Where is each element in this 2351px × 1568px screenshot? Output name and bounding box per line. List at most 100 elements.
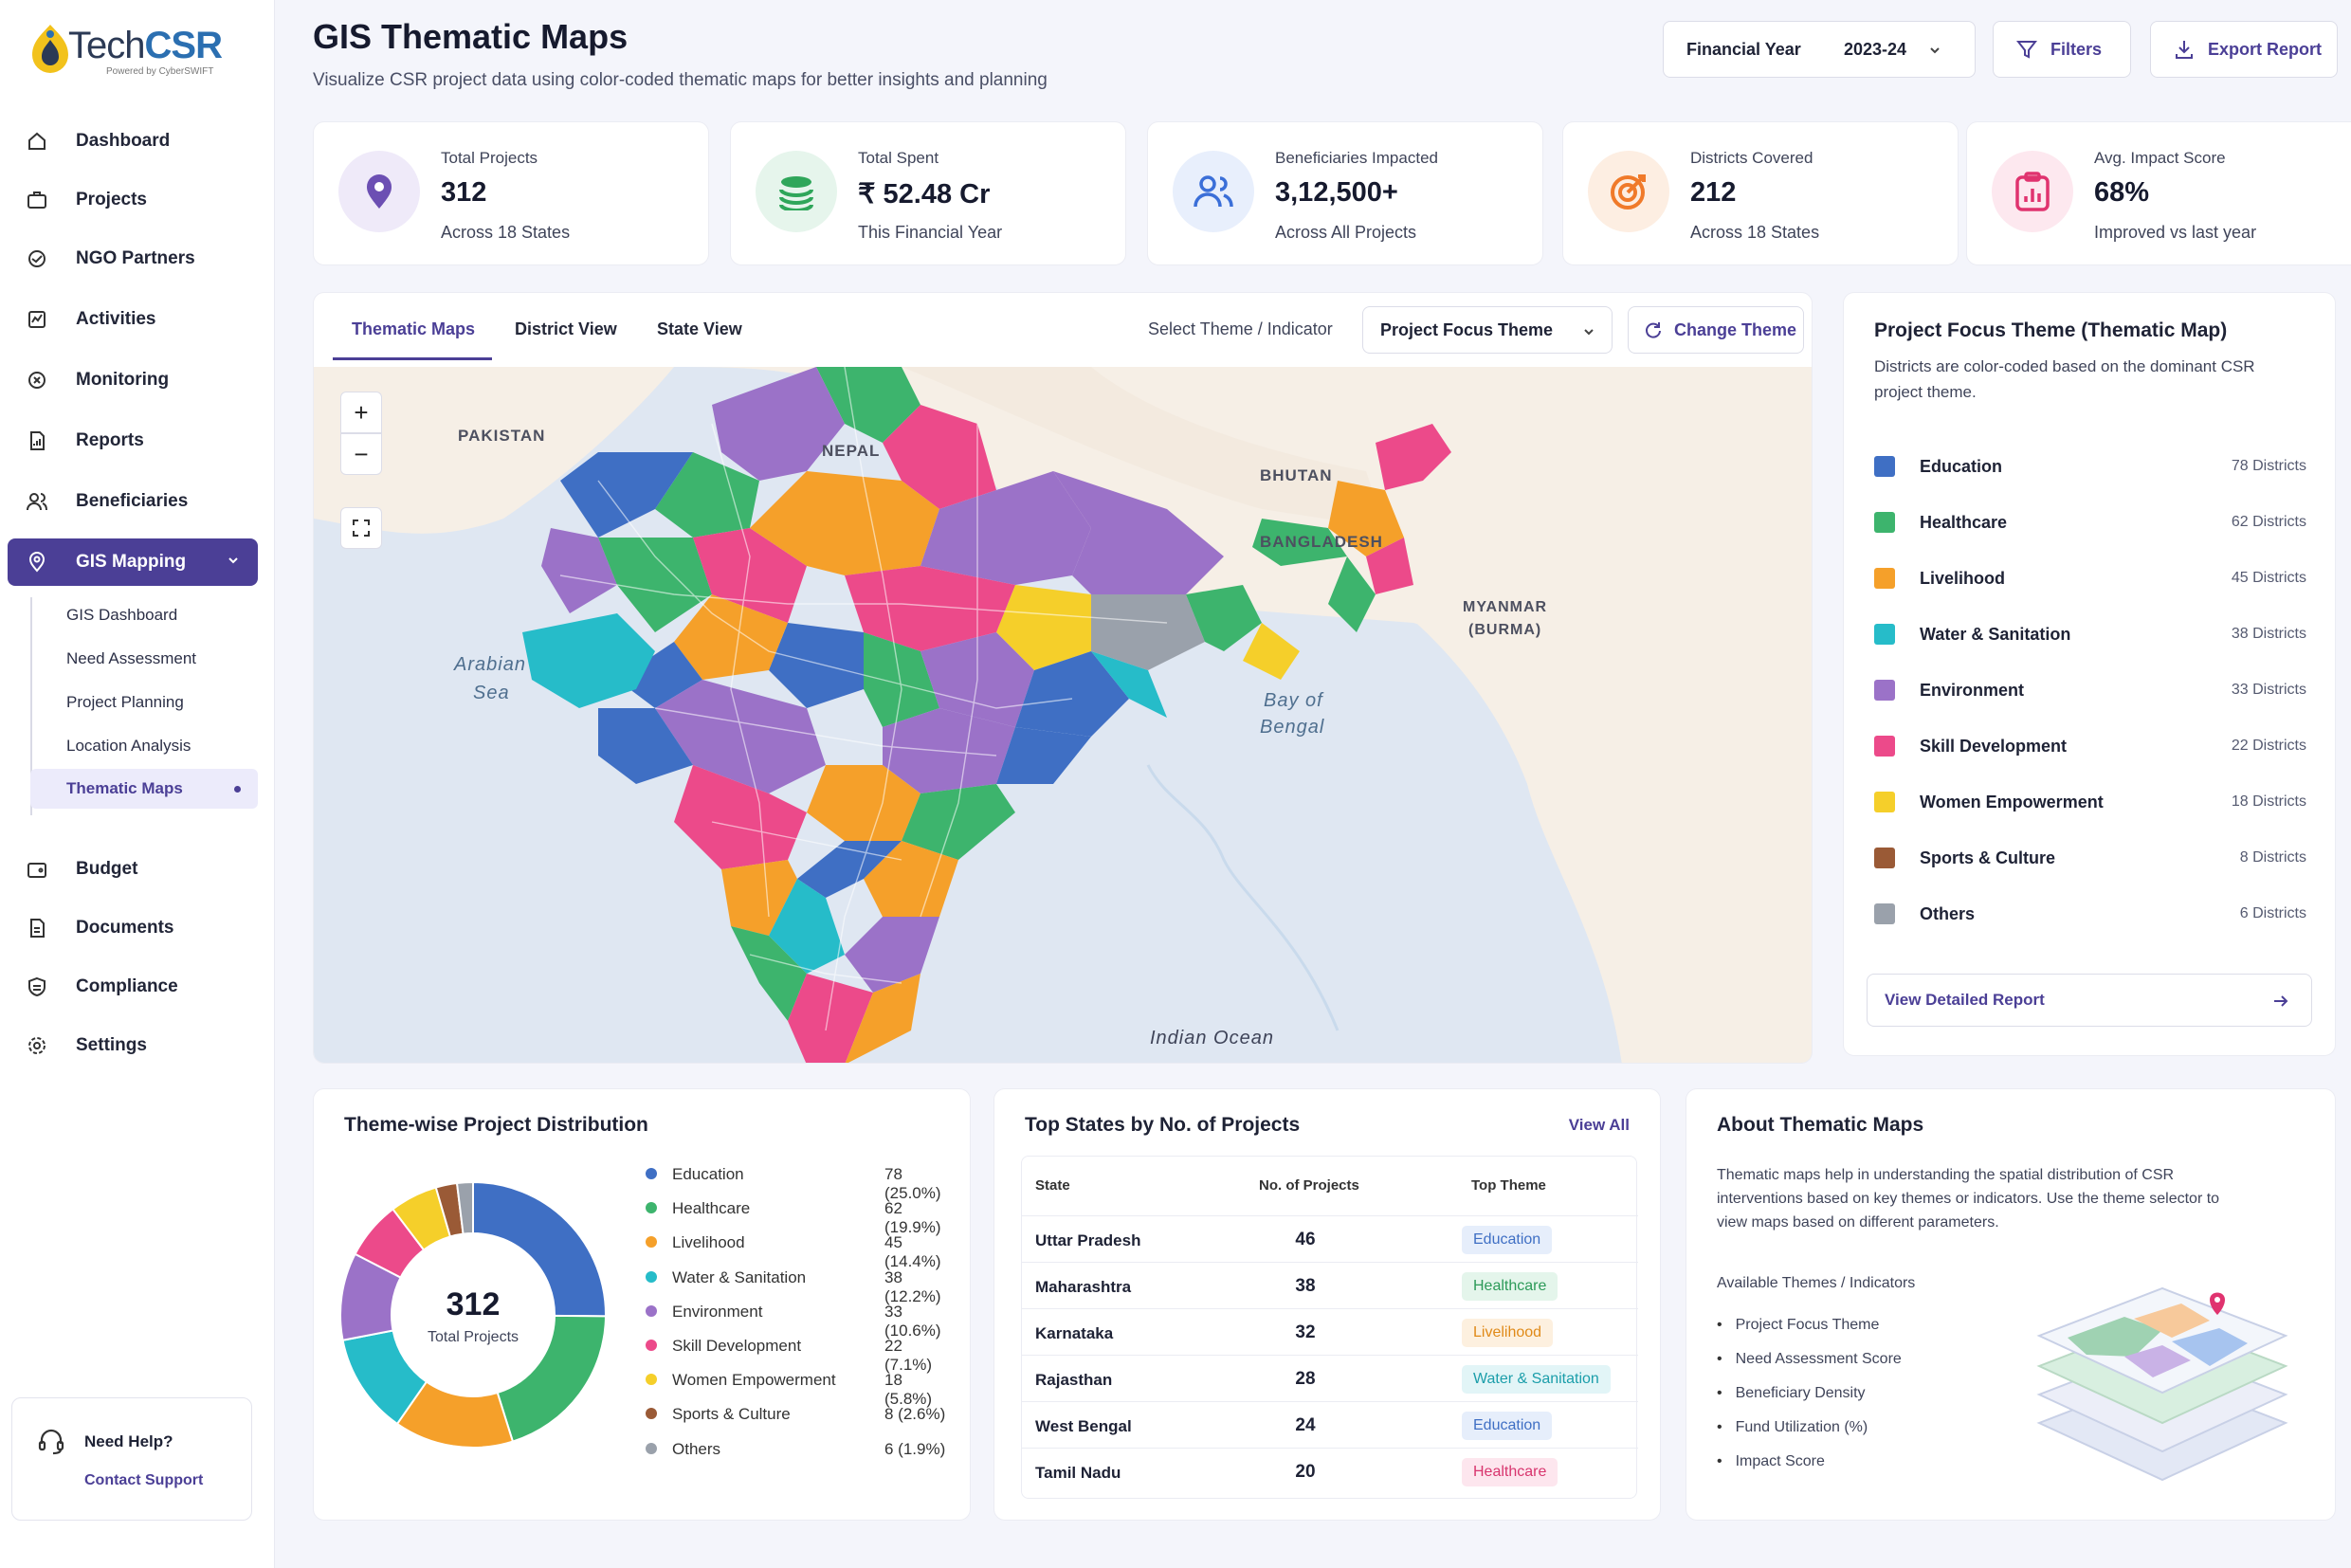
page-subtitle: Visualize CSR project data using color-c… — [313, 70, 1048, 90]
distribution-item-value: 62 (19.9%) — [884, 1199, 941, 1237]
export-report-button[interactable]: Export Report — [2150, 21, 2338, 78]
distribution-item-value: 18 (5.8%) — [884, 1371, 933, 1409]
chevron-down-icon — [228, 557, 238, 564]
target-icon — [1588, 151, 1669, 232]
legend-item-name: Healthcare — [1920, 513, 2008, 532]
nav-compliance[interactable]: Compliance — [8, 963, 258, 1011]
subnav-thematic-maps[interactable]: Thematic Maps — [30, 769, 258, 809]
table-row[interactable]: Karnataka 32 Livelihood — [1022, 1308, 1638, 1355]
logo-mark-icon — [32, 25, 68, 73]
legend-item-others: Others 6 Districts — [1874, 900, 2306, 928]
arrow-right-icon — [2274, 995, 2288, 1007]
project-count: 28 — [1295, 1369, 1316, 1389]
label-myanmar: MYANMAR — [1463, 599, 1547, 615]
nav-monitoring[interactable]: Monitoring — [8, 356, 258, 404]
sidebar: TechCSR Powered by CyberSWIFT Dashboard … — [0, 0, 275, 1568]
about-description: Thematic maps help in understanding the … — [1717, 1167, 2220, 1231]
state-name: Maharashtra — [1035, 1278, 1132, 1296]
table-row[interactable]: Rajasthan 28 Water & Sanitation — [1022, 1355, 1638, 1401]
legend-item-count: 33 Districts — [2231, 682, 2306, 698]
subnav-gis-dashboard[interactable]: GIS Dashboard — [66, 606, 178, 624]
theme-badge: Livelihood — [1462, 1319, 1554, 1347]
map-pin-icon — [25, 550, 49, 574]
stat-card-total-projects: Total Projects 312 Across 18 States — [313, 121, 709, 265]
stat-value: 212 — [1690, 177, 1737, 208]
nav-budget[interactable]: Budget — [8, 846, 258, 893]
zoom-out-button[interactable]: − — [340, 433, 382, 475]
home-icon — [25, 129, 49, 154]
legend-swatch — [1874, 568, 1895, 589]
nav-beneficiaries[interactable]: Beneficiaries — [8, 478, 258, 525]
table-row[interactable]: West Bengal 24 Education — [1022, 1401, 1638, 1448]
project-count: 24 — [1295, 1415, 1316, 1435]
fullscreen-button[interactable] — [340, 507, 382, 549]
donut-chart: 312 Total Projects — [339, 1180, 608, 1449]
available-themes-heading: Available Themes / Indicators — [1717, 1275, 1916, 1291]
subnav-need-assessment[interactable]: Need Assessment — [66, 649, 197, 667]
tab-state-view[interactable]: State View — [657, 319, 742, 338]
stat-sub: Improved vs last year — [2094, 223, 2257, 242]
subnav-project-planning[interactable]: Project Planning — [66, 693, 184, 711]
tab-thematic-maps[interactable]: Thematic Maps — [352, 319, 476, 338]
col-header-theme: Top Theme — [1471, 1177, 1546, 1194]
label-bay-of: Bay of — [1264, 690, 1324, 711]
filters-button[interactable]: Filters — [1993, 21, 2131, 78]
nav-label: Documents — [76, 918, 174, 938]
brand-logo[interactable]: TechCSR Powered by CyberSWIFT — [25, 17, 233, 83]
nav-documents[interactable]: Documents — [8, 904, 258, 952]
india-thematic-map[interactable]: PAKISTAN NEPAL BHUTAN BANGLADESH MYANMAR… — [314, 367, 1813, 1064]
nav-label: Monitoring — [76, 370, 170, 390]
legend-swatch — [1874, 792, 1895, 812]
zoom-in-button[interactable]: + — [340, 392, 382, 433]
legend-item-livelihood: Livelihood 45 Districts — [1874, 564, 2306, 593]
stat-sub: This Financial Year — [858, 223, 1003, 242]
nav-reports[interactable]: Reports — [8, 417, 258, 465]
available-theme-item: Fund Utilization (%) — [1717, 1419, 1868, 1436]
legend-dot — [646, 1374, 657, 1386]
donut-slice-education — [472, 1180, 607, 1318]
nav-gis-mapping[interactable]: GIS Mapping — [8, 538, 258, 586]
table-row[interactable]: Uttar Pradesh 46 Education — [1022, 1215, 1638, 1262]
legend-item-count: 78 Districts — [2231, 458, 2306, 474]
state-name: Uttar Pradesh — [1035, 1231, 1141, 1249]
theme-badge: Education — [1462, 1226, 1553, 1254]
distribution-item-value: 45 (14.4%) — [884, 1233, 941, 1271]
table-row[interactable]: Maharashtra 38 Healthcare — [1022, 1262, 1638, 1308]
chevron-down-icon — [1584, 329, 1594, 336]
table-row[interactable]: Tamil Nadu 20 Healthcare — [1022, 1448, 1638, 1494]
legend-dot — [646, 1408, 657, 1420]
stat-card-beneficiaries: Beneficiaries Impacted 3,12,500+ Across … — [1147, 121, 1543, 265]
contact-support-link[interactable]: Contact Support — [84, 1472, 204, 1488]
nav-activities[interactable]: Activities — [8, 296, 258, 343]
location-pin-icon — [338, 151, 420, 232]
nav-label: NGO Partners — [76, 248, 195, 268]
theme-dropdown[interactable]: Project Focus Theme — [1362, 306, 1613, 354]
label-indian-ocean: Indian Ocean — [1150, 1028, 1274, 1048]
legend-item-name: Water & Sanitation — [1920, 625, 2071, 644]
view-all-link[interactable]: View All — [1568, 1116, 1630, 1134]
view-detailed-report-button[interactable]: View Detailed Report — [1867, 974, 2312, 1027]
distribution-item: Skill Development 22 (7.1%) — [646, 1333, 947, 1374]
distribution-item: Sports & Culture 8 (2.6%) — [646, 1401, 947, 1428]
legend-item-name: Livelihood — [1920, 569, 2005, 588]
change-theme-button[interactable]: Change Theme — [1628, 306, 1804, 354]
stat-card-total-spent: Total Spent ₹ 52.48 Cr This Financial Ye… — [730, 121, 1126, 265]
nav-label: Budget — [76, 859, 138, 879]
download-icon — [2176, 41, 2193, 59]
tab-district-view[interactable]: District View — [515, 319, 617, 338]
land-mass-east — [1394, 367, 1812, 1063]
nav-ngo-partners[interactable]: NGO Partners — [8, 235, 258, 283]
subnav-location-analysis[interactable]: Location Analysis — [66, 737, 191, 755]
legend-dot — [646, 1202, 657, 1214]
map-card: Thematic Maps District View State View S… — [313, 292, 1813, 1064]
filters-label: Filters — [2050, 39, 2103, 59]
nav-dashboard[interactable]: Dashboard — [8, 118, 258, 165]
label-nepal: NEPAL — [822, 442, 880, 460]
label-arabian: Arabian — [453, 654, 526, 675]
financial-year-select[interactable]: Financial Year 2023-24 — [1663, 21, 1976, 78]
theme-badge: Healthcare — [1462, 1458, 1558, 1486]
nav-settings[interactable]: Settings — [8, 1022, 258, 1069]
label-burma: (BURMA) — [1468, 622, 1541, 638]
legend-item-women-empowerment: Women Empowerment 18 Districts — [1874, 788, 2306, 816]
nav-projects[interactable]: Projects — [8, 176, 258, 224]
